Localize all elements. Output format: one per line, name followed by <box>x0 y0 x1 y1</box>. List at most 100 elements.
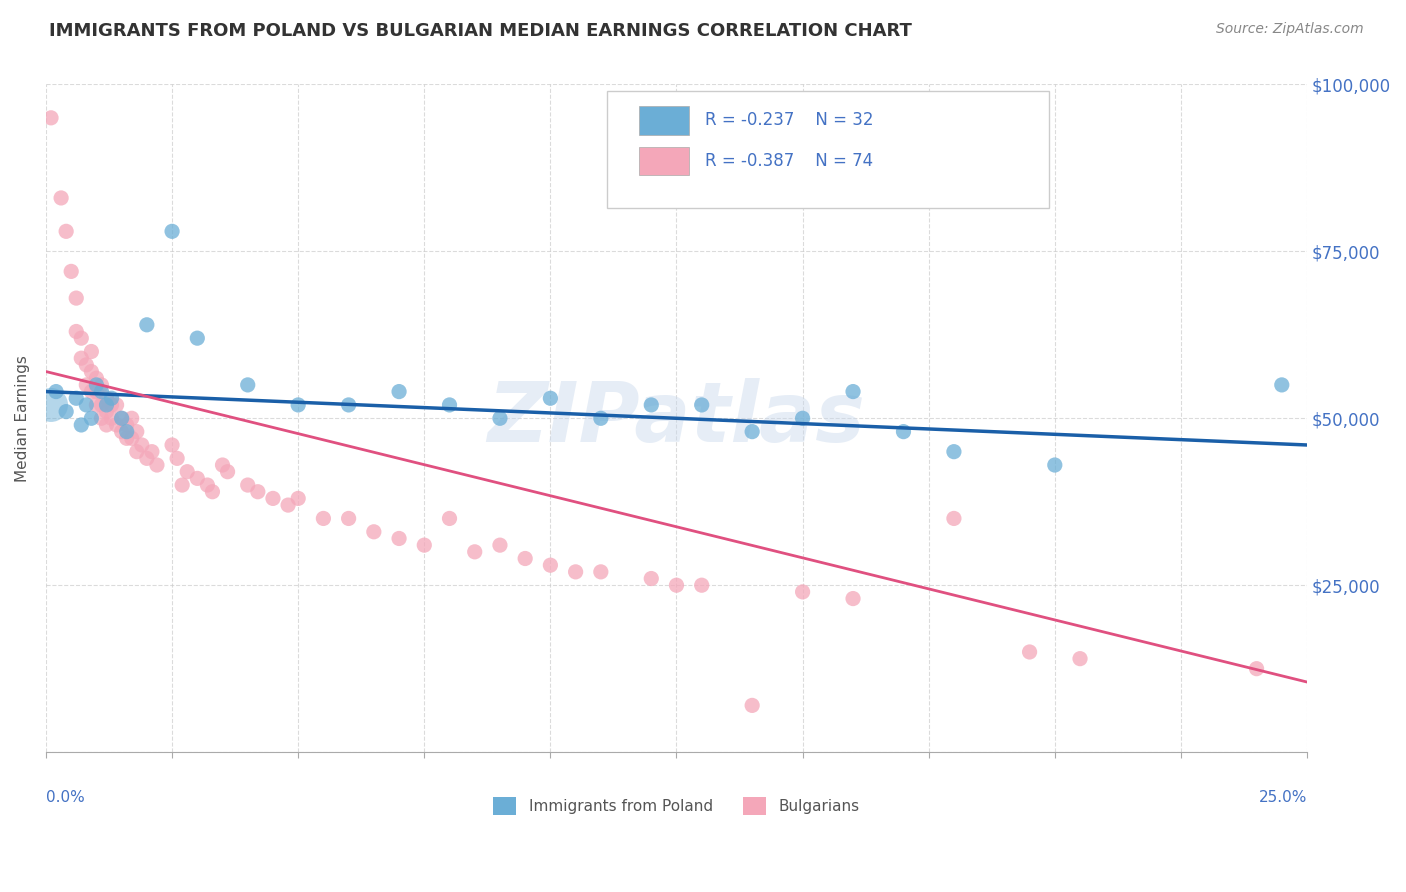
Point <box>842 591 865 606</box>
Point <box>111 425 134 439</box>
FancyBboxPatch shape <box>638 106 689 135</box>
Point <box>65 325 87 339</box>
Point <box>135 318 157 332</box>
Point <box>413 538 436 552</box>
Point <box>141 444 163 458</box>
Point <box>125 444 148 458</box>
Point <box>337 511 360 525</box>
Point <box>86 378 108 392</box>
Y-axis label: Median Earnings: Median Earnings <box>15 355 30 482</box>
Point <box>80 384 103 399</box>
Point <box>217 465 239 479</box>
Point <box>564 565 586 579</box>
Point <box>75 378 97 392</box>
Point <box>135 451 157 466</box>
Point <box>741 698 763 713</box>
Point <box>39 111 62 125</box>
Point <box>115 417 138 432</box>
Point <box>197 478 219 492</box>
Point <box>1246 662 1268 676</box>
Point <box>45 384 67 399</box>
Point <box>96 391 118 405</box>
Point <box>160 438 183 452</box>
Point <box>464 545 486 559</box>
Point <box>160 224 183 238</box>
Point <box>39 398 62 412</box>
Point <box>90 378 112 392</box>
Point <box>690 578 713 592</box>
Point <box>100 411 122 425</box>
Point <box>211 458 233 472</box>
FancyBboxPatch shape <box>638 146 689 175</box>
Point <box>65 391 87 405</box>
Point <box>589 411 612 425</box>
Point <box>55 224 77 238</box>
Point <box>166 451 188 466</box>
Point <box>489 411 512 425</box>
Point <box>589 565 612 579</box>
Point <box>665 578 688 592</box>
Point <box>70 417 93 432</box>
Point <box>105 398 128 412</box>
Point <box>105 417 128 432</box>
Point <box>792 585 814 599</box>
Text: R = -0.237    N = 32: R = -0.237 N = 32 <box>706 112 875 129</box>
Point <box>640 572 662 586</box>
Point <box>80 365 103 379</box>
Point <box>125 425 148 439</box>
Text: Source: ZipAtlas.com: Source: ZipAtlas.com <box>1216 22 1364 37</box>
Point <box>80 344 103 359</box>
Point <box>1271 378 1294 392</box>
Point <box>246 484 269 499</box>
Point <box>388 532 411 546</box>
Legend: Immigrants from Poland, Bulgarians: Immigrants from Poland, Bulgarians <box>488 790 866 822</box>
Point <box>741 425 763 439</box>
Point <box>262 491 284 506</box>
Point <box>90 384 112 399</box>
Point <box>86 371 108 385</box>
Point <box>277 498 299 512</box>
Point <box>538 391 561 405</box>
Text: 25.0%: 25.0% <box>1258 790 1308 805</box>
Point <box>236 478 259 492</box>
Point <box>75 398 97 412</box>
Point <box>121 411 143 425</box>
Point <box>90 398 112 412</box>
Point <box>640 398 662 412</box>
Point <box>80 411 103 425</box>
Point <box>111 411 134 425</box>
Point <box>131 438 153 452</box>
Point <box>942 444 965 458</box>
Point <box>439 511 461 525</box>
Point <box>186 331 208 345</box>
Point <box>439 398 461 412</box>
Point <box>287 398 309 412</box>
Point <box>538 558 561 573</box>
Point <box>60 264 83 278</box>
Text: IMMIGRANTS FROM POLAND VS BULGARIAN MEDIAN EARNINGS CORRELATION CHART: IMMIGRANTS FROM POLAND VS BULGARIAN MEDI… <box>49 22 912 40</box>
Point <box>1018 645 1040 659</box>
Point <box>236 378 259 392</box>
Point <box>515 551 537 566</box>
Text: R = -0.387    N = 74: R = -0.387 N = 74 <box>706 152 873 169</box>
Point <box>690 398 713 412</box>
Point <box>55 404 77 418</box>
Point <box>49 191 72 205</box>
Point <box>111 411 134 425</box>
Point <box>86 398 108 412</box>
Point <box>489 538 512 552</box>
Point <box>100 391 122 405</box>
Point <box>96 404 118 418</box>
Point <box>90 411 112 425</box>
Point <box>172 478 194 492</box>
Point <box>201 484 224 499</box>
Point <box>146 458 169 472</box>
Point <box>75 358 97 372</box>
Point <box>388 384 411 399</box>
Point <box>1069 651 1091 665</box>
Point <box>893 425 915 439</box>
Point <box>121 431 143 445</box>
Text: ZIPatlas: ZIPatlas <box>488 378 866 458</box>
Point <box>65 291 87 305</box>
Point <box>70 351 93 366</box>
